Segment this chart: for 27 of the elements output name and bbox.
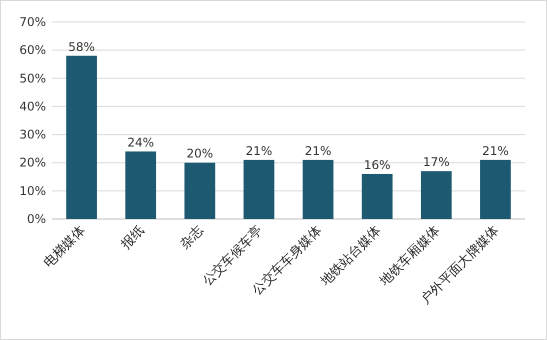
bar bbox=[362, 174, 393, 219]
y-tick-label: 40% bbox=[19, 99, 46, 114]
bar bbox=[302, 160, 334, 219]
data-label: 16% bbox=[364, 158, 391, 172]
bar bbox=[244, 160, 274, 219]
bar bbox=[66, 56, 97, 219]
data-label: 58% bbox=[68, 40, 95, 54]
bar bbox=[420, 171, 452, 219]
data-label: 21% bbox=[482, 144, 509, 158]
data-label: 21% bbox=[304, 144, 332, 158]
y-tick-label: 20% bbox=[19, 156, 46, 170]
data-label: 21% bbox=[246, 144, 272, 158]
bar bbox=[125, 151, 156, 219]
y-tick-label: 0% bbox=[26, 212, 46, 226]
bar bbox=[184, 162, 216, 219]
y-tick-label: 70% bbox=[19, 15, 46, 29]
bar bbox=[480, 160, 511, 219]
x-tick-label: 杂志 bbox=[178, 223, 207, 252]
data-label: 24% bbox=[127, 135, 154, 150]
y-tick-label: 10% bbox=[19, 184, 46, 198]
y-tick-label: 30% bbox=[19, 128, 46, 142]
data-label: 17% bbox=[422, 155, 450, 170]
y-tick-label: 60% bbox=[19, 43, 46, 58]
data-label: 20% bbox=[186, 146, 214, 161]
x-tick-label: 报纸 bbox=[118, 223, 148, 253]
x-tick-label: 电梯媒体 bbox=[41, 223, 88, 271]
y-tick-label: 50% bbox=[19, 71, 46, 86]
